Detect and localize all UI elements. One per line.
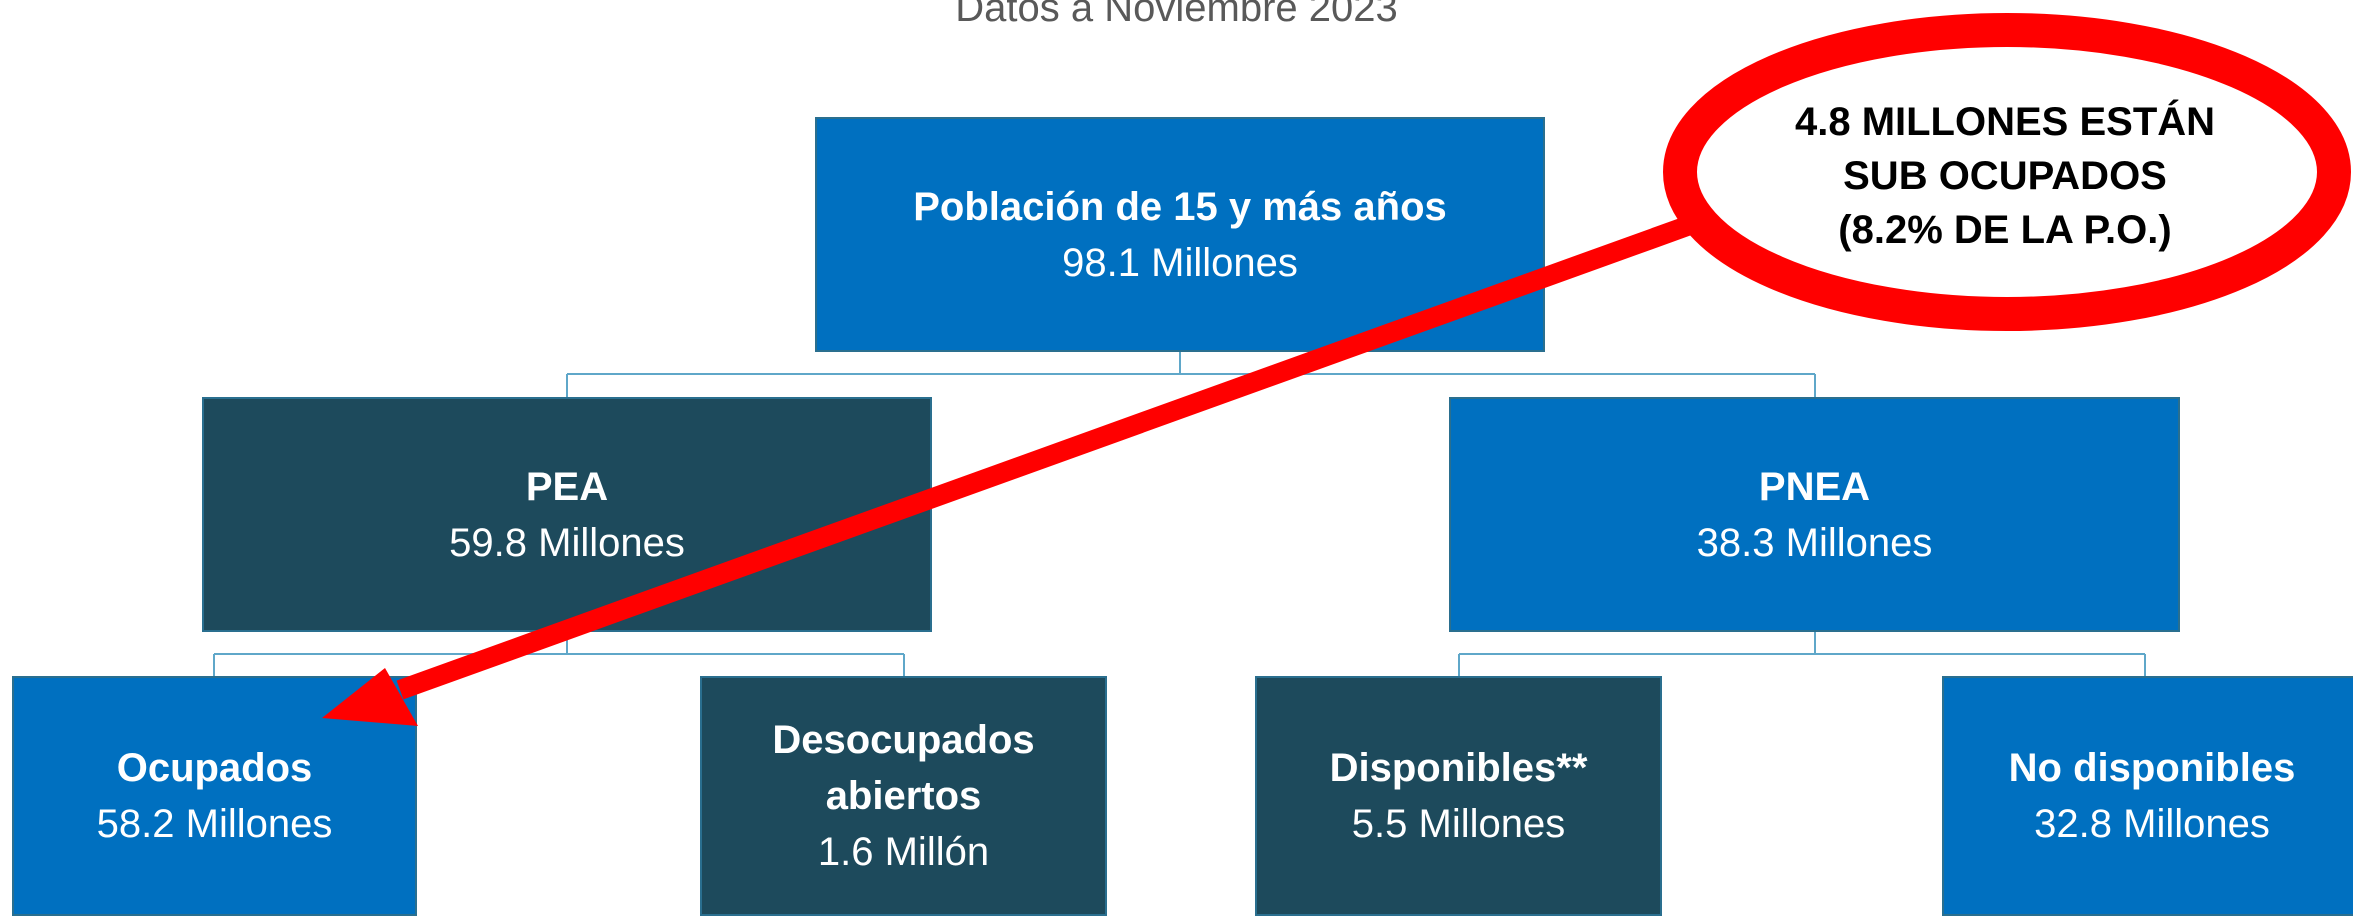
callout-line: 4.8 MILLONES ESTÁN (1794, 100, 2216, 144)
text: Disponibles** (1329, 746, 1588, 790)
connector (1458, 632, 2146, 676)
text: No disponibles (2008, 746, 2296, 790)
text: 59.8 Millones (449, 520, 685, 565)
text: PEA (525, 464, 609, 509)
node: Desocupados abiertos 1.6 Millón (700, 676, 1107, 916)
text: 5.5 Millones (1351, 802, 1566, 846)
callout-line: (8.2% DE LA P.O.) (1838, 208, 2172, 252)
node: Disponibles** 5.5 Millones (1255, 676, 1662, 916)
node: PEA 59.8 Millones (202, 397, 932, 632)
connector (213, 632, 905, 676)
text: 58.2 Millones (96, 802, 333, 846)
callout-text: 4.8 MILLONES ESTÁN SUB OCUPADOS (8.2% DE… (1740, 95, 2270, 257)
callout-ellipse (1663, 13, 2351, 331)
callout-line: SUB OCUPADOS (1843, 154, 2167, 198)
text: 32.8 Millones (2034, 802, 2270, 846)
text: 98.1 Millones (1062, 240, 1298, 285)
text: PNEA (1758, 464, 1871, 509)
node: No disponibles 32.8 Millones (1942, 676, 2353, 916)
arrow-head (322, 668, 418, 726)
arrow-shaft (396, 215, 1694, 700)
text: Población de 15 y más años (913, 184, 1447, 229)
node: PNEA 38.3 Millones (1449, 397, 2180, 632)
text: Desocupados abiertos (772, 718, 1035, 818)
connector (566, 352, 1816, 397)
text: Ocupados (116, 746, 313, 790)
text: 38.3 Millones (1696, 520, 1933, 565)
text: 1.6 Millón (817, 830, 990, 874)
subtitle: Datos a Noviembre 2023 (955, 0, 1398, 30)
